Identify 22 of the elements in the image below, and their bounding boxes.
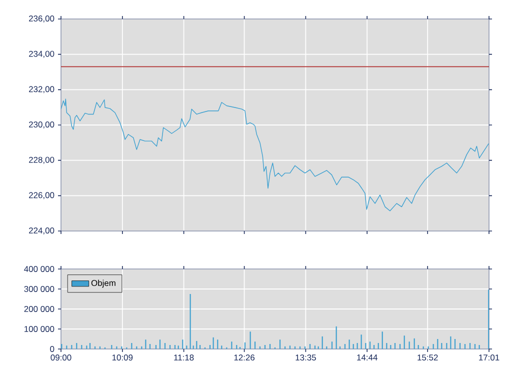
y-tick-label: 400 000: [24, 266, 54, 272]
y-tick-label: 100 000: [24, 326, 54, 332]
x-tick-label: 15:52: [418, 354, 438, 360]
y-tick-label: 200 000: [24, 306, 54, 312]
y-tick-label: 228,00: [29, 156, 54, 164]
x-tick-label: 17:01: [479, 354, 500, 360]
x-tick-label: 10:09: [112, 354, 133, 360]
x-tick-label: 09:00: [50, 354, 72, 360]
y-tick-label: 230,00: [29, 122, 54, 128]
line-series: [61, 98, 490, 212]
x-tick-label: 11:18: [174, 354, 194, 360]
y-tick-label: 300 000: [24, 286, 54, 292]
y-tick-label: 234,00: [29, 50, 54, 58]
y-tick-label: 236,00: [29, 16, 54, 22]
y-tick-label: 232,00: [29, 86, 54, 94]
x-tick-label: 13:35: [296, 354, 316, 360]
legend-label: Objem: [91, 280, 116, 288]
y-tick-label: 226,00: [29, 192, 54, 200]
x-tick-label: 14:44: [357, 354, 378, 360]
x-tick-label: 12:26: [234, 354, 255, 360]
y-tick-label: 0: [50, 346, 54, 352]
y-tick-label: 224,00: [29, 228, 54, 234]
